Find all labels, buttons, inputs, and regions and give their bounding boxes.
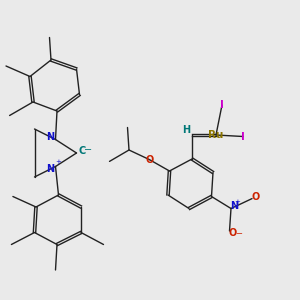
Text: N: N xyxy=(230,201,238,212)
Text: H: H xyxy=(182,125,191,136)
Text: N: N xyxy=(46,132,54,142)
Text: O: O xyxy=(229,227,237,238)
Text: Ru: Ru xyxy=(208,130,224,140)
Text: +: + xyxy=(235,200,241,206)
Text: I: I xyxy=(241,131,245,142)
Text: O: O xyxy=(145,154,154,165)
Text: I: I xyxy=(220,100,224,110)
Text: +: + xyxy=(56,159,62,165)
Text: N: N xyxy=(46,164,54,174)
Text: O: O xyxy=(251,192,260,202)
Text: −: − xyxy=(236,230,243,238)
Text: C: C xyxy=(78,146,85,156)
Text: −: − xyxy=(84,145,92,155)
